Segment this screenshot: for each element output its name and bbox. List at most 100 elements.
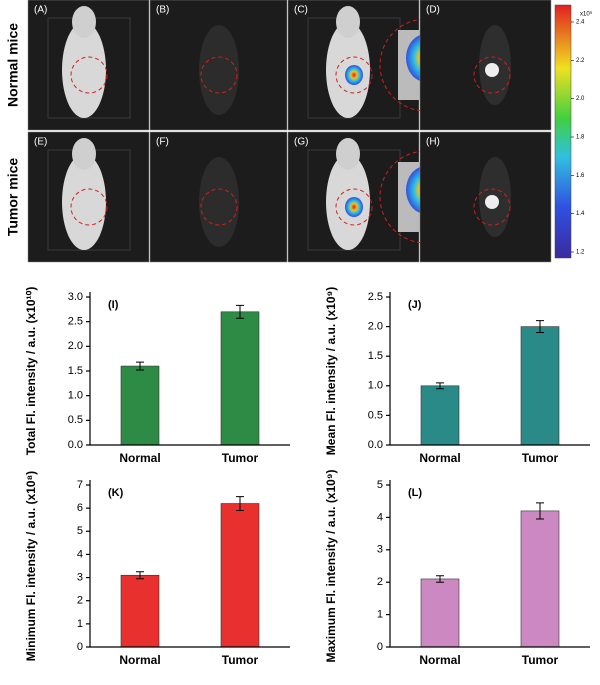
roi — [335, 188, 373, 226]
panel-label: (F) — [156, 137, 169, 148]
error-bar — [536, 320, 544, 334]
mouse-head — [72, 138, 96, 170]
y-tick-label: 3 — [377, 544, 383, 556]
panel-label: (E) — [34, 137, 47, 148]
mouse — [62, 22, 106, 118]
y-tick-label: 2.0 — [68, 340, 83, 352]
y-tick-label: 4 — [77, 548, 83, 560]
y-axis-label: Total Fl. intensity / a.u. (x10¹⁰) — [24, 287, 38, 456]
x-tick-label: Normal — [119, 451, 160, 465]
y-tick-label: 0 — [377, 641, 383, 653]
y-tick-label: 1 — [77, 618, 83, 630]
colorbar-tick-label: 1.6 — [576, 173, 585, 179]
y-tick-label: 2 — [77, 595, 83, 607]
colorbar-tick-label: 2.2 — [576, 58, 585, 64]
roi — [335, 56, 373, 94]
colorbar-tick-label: 2.0 — [576, 96, 585, 102]
y-tick-label: 1.5 — [368, 350, 383, 362]
y-tick-label: 2 — [377, 576, 383, 588]
panel-label: (I) — [108, 299, 119, 311]
y-tick-label: 6 — [77, 502, 83, 514]
colorbar — [554, 4, 572, 259]
colorbar-unit: x10⁹ — [580, 11, 593, 18]
bar — [420, 578, 460, 648]
mouse-head — [336, 138, 360, 170]
axes — [389, 292, 590, 446]
roi — [70, 188, 108, 226]
colorbar-tick-label: 1.4 — [576, 211, 585, 217]
y-tick-label: 0.5 — [368, 409, 383, 421]
y-tick-label: 2.5 — [68, 316, 83, 328]
y-tick-label: 5 — [377, 479, 383, 491]
panel-label: (J) — [408, 299, 422, 311]
error-bar — [236, 496, 244, 511]
bar — [120, 365, 160, 446]
panel-label: (K) — [108, 487, 124, 499]
y-tick-label: 0.5 — [68, 414, 83, 426]
y-tick-label: 0.0 — [368, 439, 383, 451]
panel-label: (H) — [426, 137, 440, 148]
axes — [89, 480, 290, 648]
y-tick-label: 0 — [77, 641, 83, 653]
error-bar — [436, 382, 444, 390]
panel-label: (G) — [294, 137, 308, 148]
mouse — [62, 154, 106, 250]
x-tick-label: Normal — [419, 451, 460, 465]
y-tick-label: 3.0 — [68, 291, 83, 303]
y-tick-label: 4 — [377, 511, 383, 523]
x-tick-label: Normal — [119, 653, 160, 667]
error-bar — [136, 361, 144, 371]
panel-label: (B) — [156, 5, 169, 16]
y-tick-label: 2.0 — [368, 321, 383, 333]
y-axis-label: Maximum Fl. intensity / a.u. (x10⁹) — [324, 469, 338, 662]
roi — [200, 188, 238, 226]
roi — [473, 188, 511, 226]
y-tick-label: 7 — [77, 479, 83, 491]
y-tick-label: 5 — [77, 525, 83, 537]
x-tick-label: Tumor — [522, 451, 559, 465]
mouse-head — [336, 6, 360, 38]
bar — [120, 574, 160, 648]
panel-label: (A) — [34, 5, 47, 16]
colorbar-tick-label: 1.2 — [576, 250, 585, 256]
error-bar — [436, 575, 444, 583]
y-tick-label: 0.0 — [68, 439, 83, 451]
bar — [420, 385, 460, 446]
axes — [389, 480, 590, 648]
y-tick-label: 1.0 — [368, 380, 383, 392]
y-tick-label: 2.5 — [368, 291, 383, 303]
roi — [473, 56, 511, 94]
mouse-glow — [199, 25, 239, 115]
x-tick-label: Tumor — [222, 653, 259, 667]
colorbar-tick-label: 1.8 — [576, 135, 585, 141]
panel-label: (C) — [294, 5, 308, 16]
bar — [220, 311, 260, 446]
y-tick-label: 3 — [77, 571, 83, 583]
y-tick-label: 1.5 — [68, 365, 83, 377]
row-label: Normal mice — [5, 23, 21, 107]
roi — [70, 56, 108, 94]
y-axis-label: Minimum Fl. intensity / a.u. (x10⁸) — [24, 471, 38, 661]
roi — [200, 56, 238, 94]
error-bar — [136, 571, 144, 580]
error-bar — [536, 502, 544, 520]
x-tick-label: Tumor — [222, 451, 259, 465]
panel-label: (D) — [426, 5, 440, 16]
panel-label: (L) — [408, 487, 422, 499]
y-tick-label: 1 — [377, 609, 383, 621]
x-tick-label: Tumor — [522, 653, 559, 667]
bar — [520, 510, 560, 648]
bar — [520, 326, 560, 446]
axes — [89, 292, 290, 446]
bar — [220, 503, 260, 648]
x-tick-label: Normal — [419, 653, 460, 667]
row-label: Tumor mice — [5, 158, 21, 237]
mouse-head — [72, 6, 96, 38]
signal — [345, 197, 363, 217]
y-axis-label: Mean Fl. intensity / a.u. (x10⁹) — [324, 287, 338, 455]
bright-spot — [485, 63, 499, 77]
image-panels: (A) (B) (C) (D) (E) (F) (G) (H) — [27, 0, 552, 263]
bright-spot — [485, 195, 499, 209]
signal — [345, 65, 363, 85]
